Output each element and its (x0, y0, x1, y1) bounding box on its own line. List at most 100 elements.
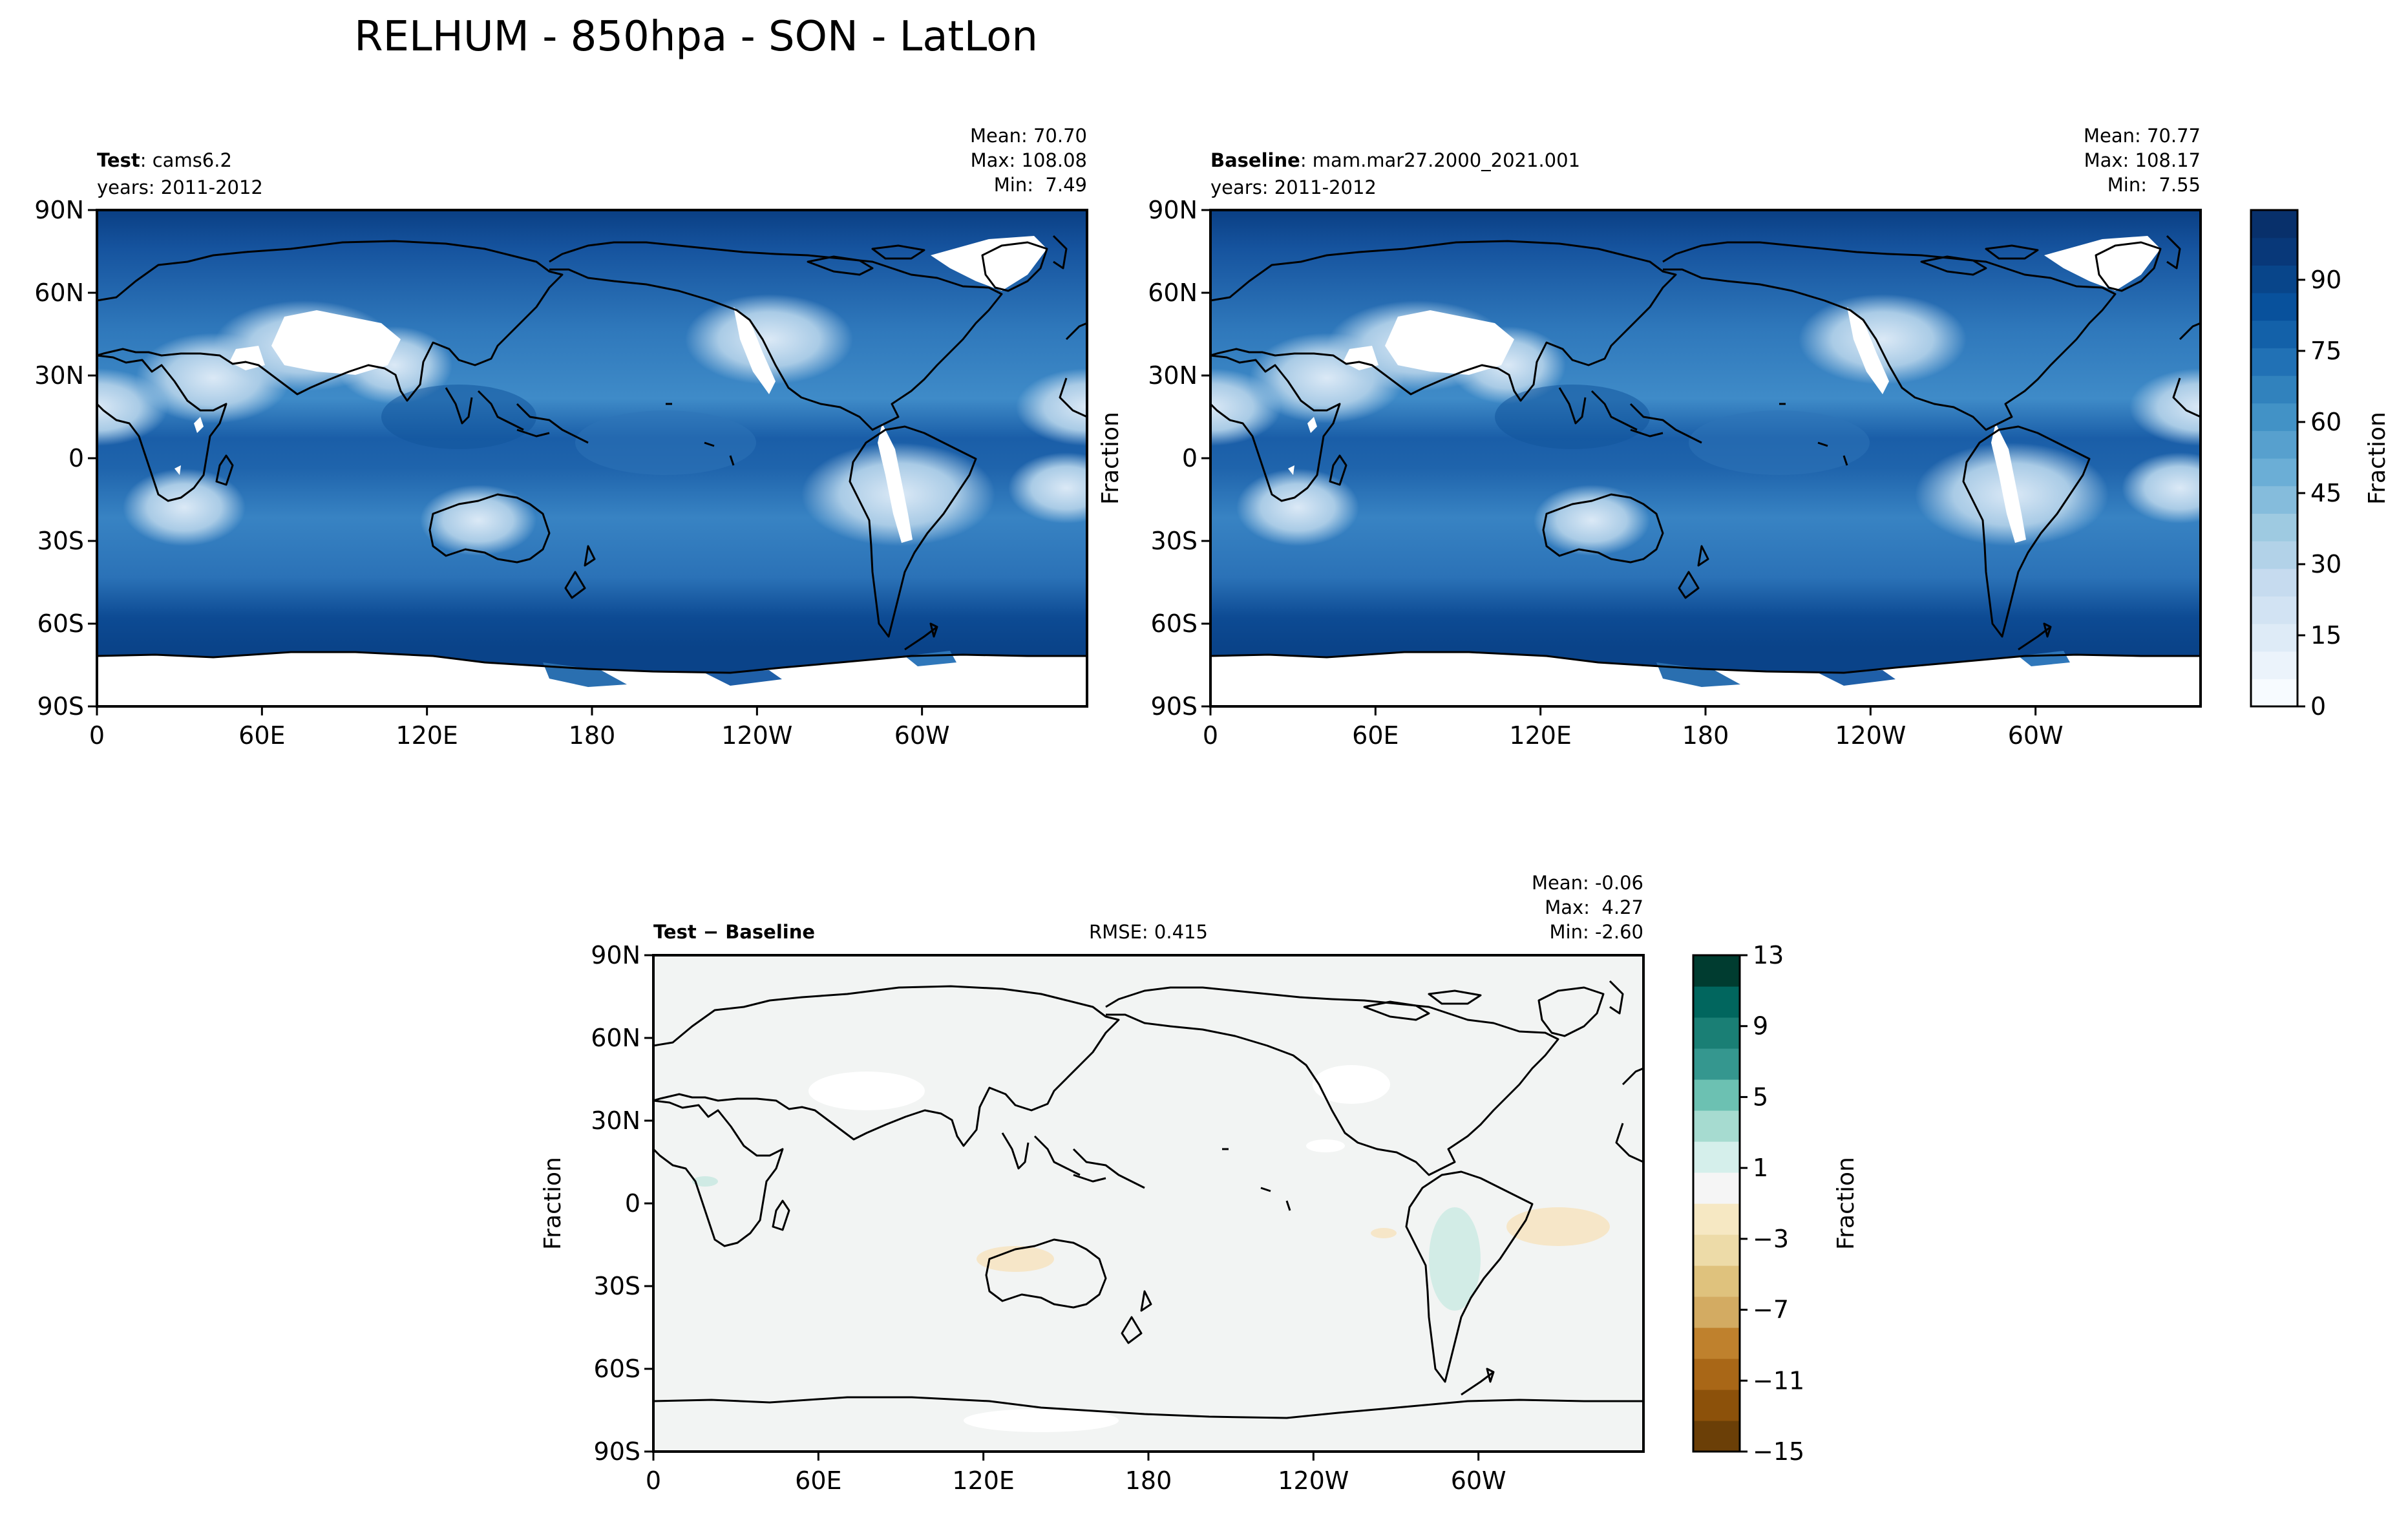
colorbar-band (1693, 1172, 1740, 1204)
baseline-map (1210, 210, 2201, 706)
test-panel: Test: cams6.2 years: 2011-2012 Mean: 70.… (34, 125, 1088, 750)
colorbar-band (1693, 986, 1740, 1018)
lat-tick-label: 60S (37, 609, 84, 638)
diff-max: Max: 4.27 (1545, 896, 1643, 918)
colorbar-tick-label: 45 (2310, 479, 2341, 507)
colorbar-band (1693, 1421, 1740, 1452)
diff-colorbar-ticks: 13 9 5 1 −3 −7 −11 −15 (1740, 941, 1804, 1466)
diff-rmse: RMSE: 0.415 (1089, 921, 1208, 943)
colorbar-tick-label: −11 (1753, 1366, 1804, 1395)
diff-label: Test − Baseline (653, 921, 815, 943)
lat-tick-label: 30N (34, 361, 84, 390)
colorbar-tick-label: −15 (1753, 1437, 1804, 1466)
colorbar-band (2251, 568, 2297, 597)
lat-tick-label: 60N (34, 279, 84, 307)
diff-mean: Mean: -0.06 (1532, 872, 1643, 894)
diff-ylabel: Fraction (540, 1157, 566, 1250)
colorbar-band (2251, 403, 2297, 431)
lat-tick-label: 90N (34, 196, 84, 224)
lat-tick-label: 60N (1148, 279, 1198, 307)
colorbar-tick-label: 0 (2310, 692, 2326, 721)
lat-tick-label: 30N (591, 1106, 640, 1135)
lon-tick-label: 180 (1125, 1466, 1172, 1495)
main-colorbar-label: Fraction (2364, 412, 2391, 505)
colorbar-band (1693, 955, 1740, 987)
colorbar-band (1693, 1017, 1740, 1049)
colorbar-band (2251, 320, 2297, 348)
lon-tick-label: 0 (89, 721, 105, 750)
lat-tick-label: 30S (594, 1272, 640, 1300)
baseline-mean: Mean: 70.77 (2084, 125, 2201, 147)
colorbar-band (2251, 679, 2297, 707)
diff-colorbar-label: Fraction (1833, 1157, 1859, 1250)
colorbar-tick-label: 15 (2310, 621, 2341, 650)
colorbar-band (2251, 348, 2297, 376)
colorbar-band (2251, 430, 2297, 459)
lon-tick-label: 0 (646, 1466, 661, 1495)
colorbar-band (1693, 1296, 1740, 1328)
lon-tick-label: 60W (2008, 721, 2064, 750)
test-map (97, 210, 1087, 706)
colorbar-band (2251, 596, 2297, 624)
colorbar-band (2251, 624, 2297, 652)
baseline-lon-axis: 0 60E 120E 180 120W 60W (1203, 706, 2064, 750)
colorbar-band (1693, 1110, 1740, 1142)
lat-tick-label: 30S (37, 527, 84, 555)
baseline-ylabel: Fraction (1097, 412, 1124, 505)
baseline-label: Baseline: mam.mar27.2000_2021.001 (1210, 149, 1580, 171)
diff-min: Min: -2.60 (1550, 921, 1643, 943)
colorbar-band (1693, 1234, 1740, 1266)
lon-tick-label: 60E (238, 721, 285, 750)
test-max: Max: 108.08 (971, 149, 1087, 171)
main-colorbar-ticks: 90 75 60 45 30 15 0 (2297, 266, 2341, 721)
lon-tick-label: 60W (894, 721, 950, 750)
diff-lon-axis: 0 60E 120E 180 120W 60W (646, 1452, 1506, 1495)
lat-tick-label: 90N (1148, 196, 1198, 224)
colorbar-band (2251, 485, 2297, 514)
lat-tick-label: 60S (1151, 609, 1198, 638)
colorbar-tick-label: 75 (2310, 337, 2341, 365)
diff-map (653, 955, 1643, 1452)
colorbar-band (1693, 1203, 1740, 1235)
colorbar-tick-label: 9 (1753, 1012, 1768, 1041)
colorbar-band (2251, 458, 2297, 487)
colorbar-band (1693, 1265, 1740, 1297)
colorbar-tick-label: 13 (1753, 941, 1784, 969)
colorbar-tick-label: 1 (1753, 1154, 1768, 1182)
test-years: years: 2011-2012 (97, 176, 263, 198)
colorbar-band (2251, 293, 2297, 321)
lat-tick-label: 90N (591, 941, 640, 969)
colorbar-band (2251, 651, 2297, 679)
lat-tick-label: 60N (591, 1024, 640, 1052)
colorbar-band (1693, 1079, 1740, 1111)
colorbar-tick-label: 90 (2310, 266, 2341, 294)
lat-tick-label: 90S (594, 1437, 640, 1466)
colorbar-band (2251, 237, 2297, 266)
lat-tick-label: 90S (37, 692, 84, 721)
diff-colorbar-frame (1692, 954, 1741, 1453)
diff-colorbar: 13 9 5 1 −3 −7 −11 −15 Fraction (1692, 941, 1859, 1466)
colorbar-band (1693, 1358, 1740, 1390)
lat-tick-label: 30N (1148, 361, 1198, 390)
test-min: Min: 7.49 (994, 174, 1087, 196)
diff-colorbar-bands (1693, 955, 1740, 1452)
lat-tick-label: 30S (1151, 527, 1198, 555)
baseline-years: years: 2011-2012 (1210, 176, 1377, 198)
colorbar-tick-label: −7 (1753, 1296, 1789, 1324)
lat-tick-label: 0 (625, 1189, 640, 1218)
baseline-panel: Baseline: mam.mar27.2000_2021.001 years:… (1097, 125, 2202, 750)
baseline-min: Min: 7.55 (2107, 174, 2201, 196)
colorbar-band (2251, 513, 2297, 542)
figure-title: RELHUM - 850hpa - SON - LatLon (354, 13, 1038, 61)
lon-tick-label: 180 (1682, 721, 1729, 750)
baseline-lat-axis: 90N 60N 30N 0 30S 60S 90S (1148, 196, 1210, 721)
test-lon-axis: 0 60E 120E 180 120W 60W (89, 706, 950, 750)
main-colorbar: 90 75 60 45 30 15 0 Fraction (2250, 209, 2391, 721)
colorbar-tick-label: 60 (2310, 408, 2341, 436)
lon-tick-label: 120W (1835, 721, 1906, 750)
colorbar-tick-label: 30 (2310, 550, 2341, 578)
main-colorbar-bands (2251, 210, 2297, 707)
diff-panel: Test − Baseline RMSE: 0.415 Mean: -0.06 … (540, 872, 1645, 1495)
lat-tick-label: 0 (69, 444, 84, 472)
